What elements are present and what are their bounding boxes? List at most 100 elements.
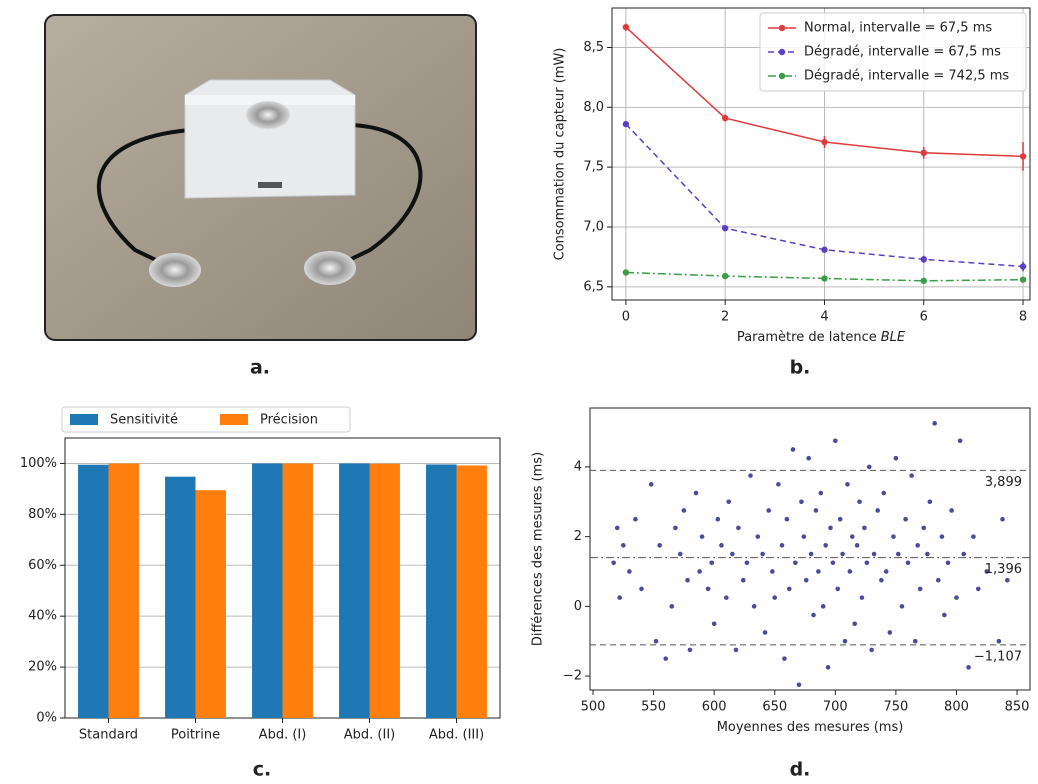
point [915, 543, 920, 548]
x-tick-label: Abd. (III) [429, 728, 484, 743]
y-axis-label: Consommation du capteur (mW) [553, 48, 568, 261]
point [803, 577, 809, 583]
reference-label: 3,899 [985, 475, 1022, 490]
point [611, 560, 616, 566]
point [614, 525, 620, 531]
point [961, 551, 967, 557]
point [721, 272, 729, 280]
photo [44, 14, 477, 341]
legend-label: Dégradé, intervalle = 67,5 ms [804, 45, 1001, 60]
y-tick-label: 7,5 [583, 160, 604, 175]
point [811, 612, 816, 618]
point [813, 508, 819, 513]
plot-frame [589, 407, 1031, 691]
point [954, 595, 959, 600]
point [816, 569, 821, 574]
point [966, 665, 971, 670]
point [847, 569, 853, 574]
point [711, 621, 717, 627]
panel-label: a. [250, 357, 270, 379]
point [896, 551, 901, 557]
x-tick-label: 700 [823, 700, 848, 715]
point [820, 604, 826, 609]
point [685, 577, 690, 583]
y-tick-label: 4 [574, 459, 582, 474]
point [825, 665, 831, 670]
x-tick-label: 0 [622, 310, 630, 325]
bar [369, 463, 400, 718]
point [818, 490, 824, 496]
point [677, 551, 683, 557]
point [996, 638, 1002, 644]
legend-label: Normal, intervalle = 67,5 ms [804, 21, 992, 36]
point [799, 499, 804, 505]
x-tick-label: 8 [1019, 310, 1027, 325]
y-tick-label: 7,0 [583, 220, 604, 235]
point [663, 656, 669, 661]
point [917, 586, 923, 592]
point [793, 560, 798, 566]
legend-label: Sensitivité [110, 413, 178, 428]
x-tick-label: 500 [581, 700, 606, 715]
point [893, 455, 899, 461]
point [971, 534, 976, 539]
point [823, 543, 828, 548]
x-tick-label: Standard [79, 728, 138, 743]
point [736, 525, 741, 531]
point [653, 638, 659, 644]
y-tick-label: 8,0 [583, 100, 604, 115]
bar [252, 463, 283, 718]
point [790, 447, 796, 452]
plot-frame [611, 7, 1031, 301]
point [709, 560, 715, 566]
point [719, 543, 724, 548]
point [891, 534, 896, 539]
point [912, 638, 918, 644]
point [1019, 263, 1027, 270]
point [849, 534, 855, 539]
x-axis-label: Moyennes des mesures (ms) [717, 720, 904, 735]
point [921, 525, 927, 531]
point [866, 464, 872, 470]
point [881, 490, 887, 496]
point [942, 612, 947, 618]
x-tick-label: 600 [702, 700, 727, 715]
point [808, 551, 814, 557]
point [784, 516, 790, 522]
panel-label: c. [253, 759, 271, 781]
y-tick-label: 60% [28, 558, 57, 573]
point [864, 560, 870, 566]
point [909, 473, 914, 478]
point [854, 543, 860, 548]
bar [195, 490, 226, 718]
y-tick-label: 100% [20, 456, 57, 471]
point [622, 23, 630, 31]
point [786, 586, 792, 592]
point [772, 595, 778, 600]
point [852, 621, 858, 627]
point [705, 586, 711, 592]
point [633, 516, 638, 522]
point [939, 534, 945, 539]
x-tick-label: 750 [883, 700, 908, 715]
point [830, 560, 836, 566]
point [1000, 516, 1005, 522]
point [840, 551, 845, 557]
point [935, 577, 941, 583]
point [648, 482, 654, 487]
x-tick-label: 4 [820, 310, 828, 325]
point [821, 138, 828, 146]
point [1019, 276, 1027, 283]
point [687, 647, 693, 653]
point [673, 525, 678, 531]
point [627, 569, 632, 574]
x-tick-label: 6 [920, 310, 928, 325]
point [975, 586, 981, 592]
legend-label: Précision [260, 413, 318, 428]
point [622, 269, 630, 276]
bar [282, 463, 313, 718]
point [869, 647, 874, 653]
point [699, 534, 705, 539]
legend-marker [778, 48, 786, 56]
legend-marker [778, 72, 786, 80]
